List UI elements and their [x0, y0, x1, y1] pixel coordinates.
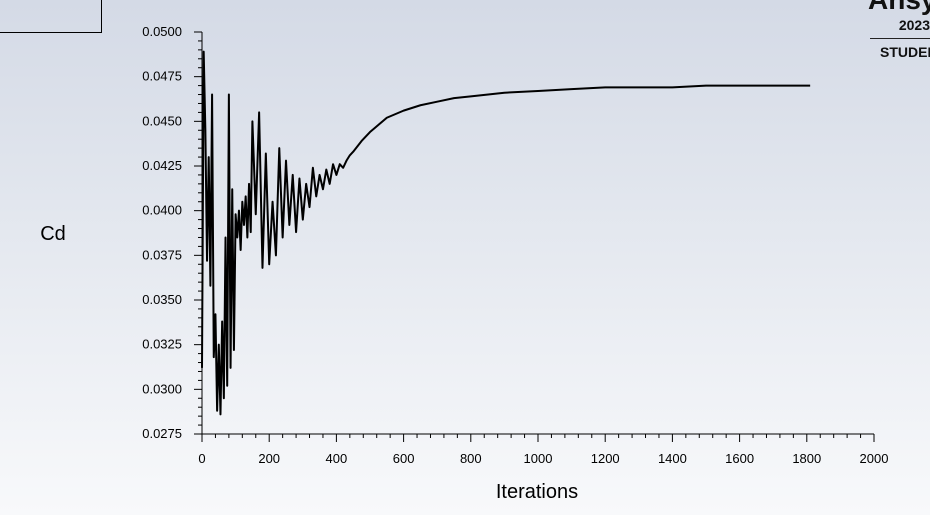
y-tick-label: 0.0350 — [142, 292, 182, 307]
y-tick-label: 0.0325 — [142, 337, 182, 352]
y-tick-label: 0.0400 — [142, 203, 182, 218]
logo-word: Ansys — [868, 0, 930, 16]
x-tick-label: 2000 — [860, 451, 889, 466]
x-tick-label: 400 — [326, 451, 348, 466]
logo-year: 2023 — [898, 17, 930, 33]
x-tick-label: 1400 — [658, 451, 687, 466]
logo-rule — [870, 38, 930, 39]
y-axis-label: Cd — [40, 223, 66, 245]
x-tick-label: 600 — [393, 451, 415, 466]
y-tick-label: 0.0425 — [142, 158, 182, 173]
y-tick-label: 0.0500 — [142, 24, 182, 39]
y-tick-label: 0.0300 — [142, 381, 182, 396]
x-tick-label: 1600 — [725, 451, 754, 466]
x-tick-label: 0 — [198, 451, 205, 466]
series-line-1 — [201, 50, 811, 416]
x-tick-label: 800 — [460, 451, 482, 466]
y-tick-label: 0.0450 — [142, 113, 182, 128]
x-axis: 0 200 400 600 800 1000 1200 1400 1600 1800 2000 — [198, 433, 889, 466]
legend-box — [0, 0, 102, 33]
y-tick-label: 0.0375 — [142, 247, 182, 262]
y-tick-label: 0.0275 — [142, 426, 182, 441]
x-tick-label: 1200 — [591, 451, 620, 466]
y-axis: 0.0275 0.0300 0.0325 0.0350 0.0375 0.0400 0.04… — [142, 24, 203, 441]
x-tick-label: 1800 — [792, 451, 821, 466]
x-tick-label: 1000 — [524, 451, 553, 466]
ansys-student-logo: Ansys 2023 STUDENT — [868, 0, 930, 64]
x-axis-label: Iterations — [496, 481, 578, 503]
series-group — [201, 50, 811, 416]
logo-edition: STUDENT — [880, 44, 930, 60]
y-tick-label: 0.0475 — [142, 69, 182, 84]
x-tick-label: 200 — [258, 451, 280, 466]
